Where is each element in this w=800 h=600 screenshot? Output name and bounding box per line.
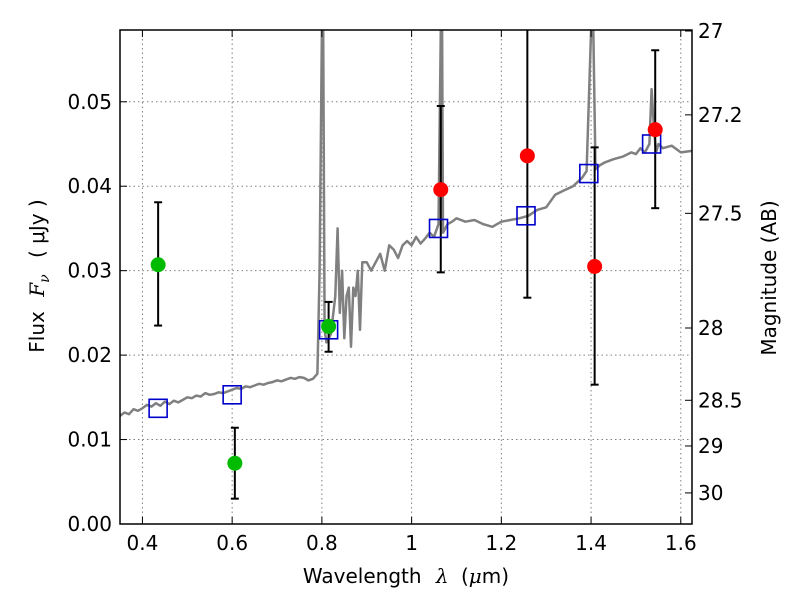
x-axis-label-unit-mu: μ <box>469 564 482 588</box>
x-axis-label-unit-open: ( <box>461 564 469 588</box>
plot-frame <box>119 29 693 525</box>
y-tick-label: 0.03 <box>67 259 112 283</box>
model-photometry-marker <box>148 398 168 419</box>
x-tick-label: 1 <box>405 531 418 555</box>
model-photometry-marker <box>222 384 242 405</box>
upper-limit-marker <box>227 455 243 471</box>
y-tick-label: 0.02 <box>67 343 112 367</box>
x-tick-labels: 0.4 0.6 0.8 1 1.2 1.4 1.6 <box>127 531 697 555</box>
markers <box>148 122 663 471</box>
y-tick-label: 0.05 <box>67 90 112 114</box>
magnitude-tick-label: 28 <box>698 316 723 340</box>
x-tick-label: 0.6 <box>216 531 248 555</box>
plot-area <box>120 30 692 500</box>
x-axis-label: Wavelength λ (μm) <box>303 564 509 588</box>
detection-marker <box>647 122 663 138</box>
y-tick-label: 0.04 <box>67 174 112 198</box>
y-axis-label-sub: ν <box>37 274 53 283</box>
upper-limit-marker <box>321 318 337 334</box>
error-bars <box>154 30 660 500</box>
magnitude-tick-labels: 27 27.2 27.5 28 28.5 29 30 <box>698 19 743 505</box>
model-photometry-marker <box>428 218 449 239</box>
detection-marker <box>433 182 449 198</box>
magnitude-tick-label: 29 <box>698 434 723 458</box>
magnitude-tick-label: 27 <box>698 19 723 43</box>
magnitude-tick-label: 27.2 <box>698 103 743 127</box>
y2-axis-label: Magnitude (AB) <box>757 200 781 355</box>
model-photometry-marker <box>579 163 599 184</box>
x-axis-label-unit-rest: m) <box>482 564 509 588</box>
x-tick-label: 0.8 <box>306 531 338 555</box>
detection-marker <box>519 148 535 164</box>
x-tick-label: 0.4 <box>127 531 159 555</box>
y-tick-label: 0.01 <box>67 428 112 452</box>
detection-marker <box>587 258 603 274</box>
y-tick-label: 0.00 <box>67 512 112 536</box>
y-axis-label-unit: ( μJy ) <box>25 199 49 258</box>
x-axis-label-symbol: λ <box>435 564 449 588</box>
y-axis-label: Flux Fν ( μJy ) <box>25 199 54 352</box>
magnitude-tick-label: 27.5 <box>698 201 743 225</box>
y-axis-label-text: Flux <box>25 311 49 353</box>
x-axis-label-text: Wavelength <box>303 564 422 588</box>
x-tick-label: 1.4 <box>575 531 607 555</box>
magnitude-tick-label: 28.5 <box>698 388 743 412</box>
x-tick-label: 1.6 <box>665 531 697 555</box>
upper-limit-marker <box>150 257 166 273</box>
axis-ticks <box>120 30 692 525</box>
model-photometry-marker <box>516 205 536 226</box>
magnitude-tick-label: 30 <box>698 481 723 505</box>
y-axis-label-symbol: F <box>25 282 49 298</box>
model-spectrum-line <box>120 30 692 417</box>
y-tick-labels: 0.00 0.01 0.02 0.03 0.04 0.05 <box>67 90 112 536</box>
x-tick-label: 1.2 <box>485 531 517 555</box>
grid-lines <box>120 30 692 525</box>
